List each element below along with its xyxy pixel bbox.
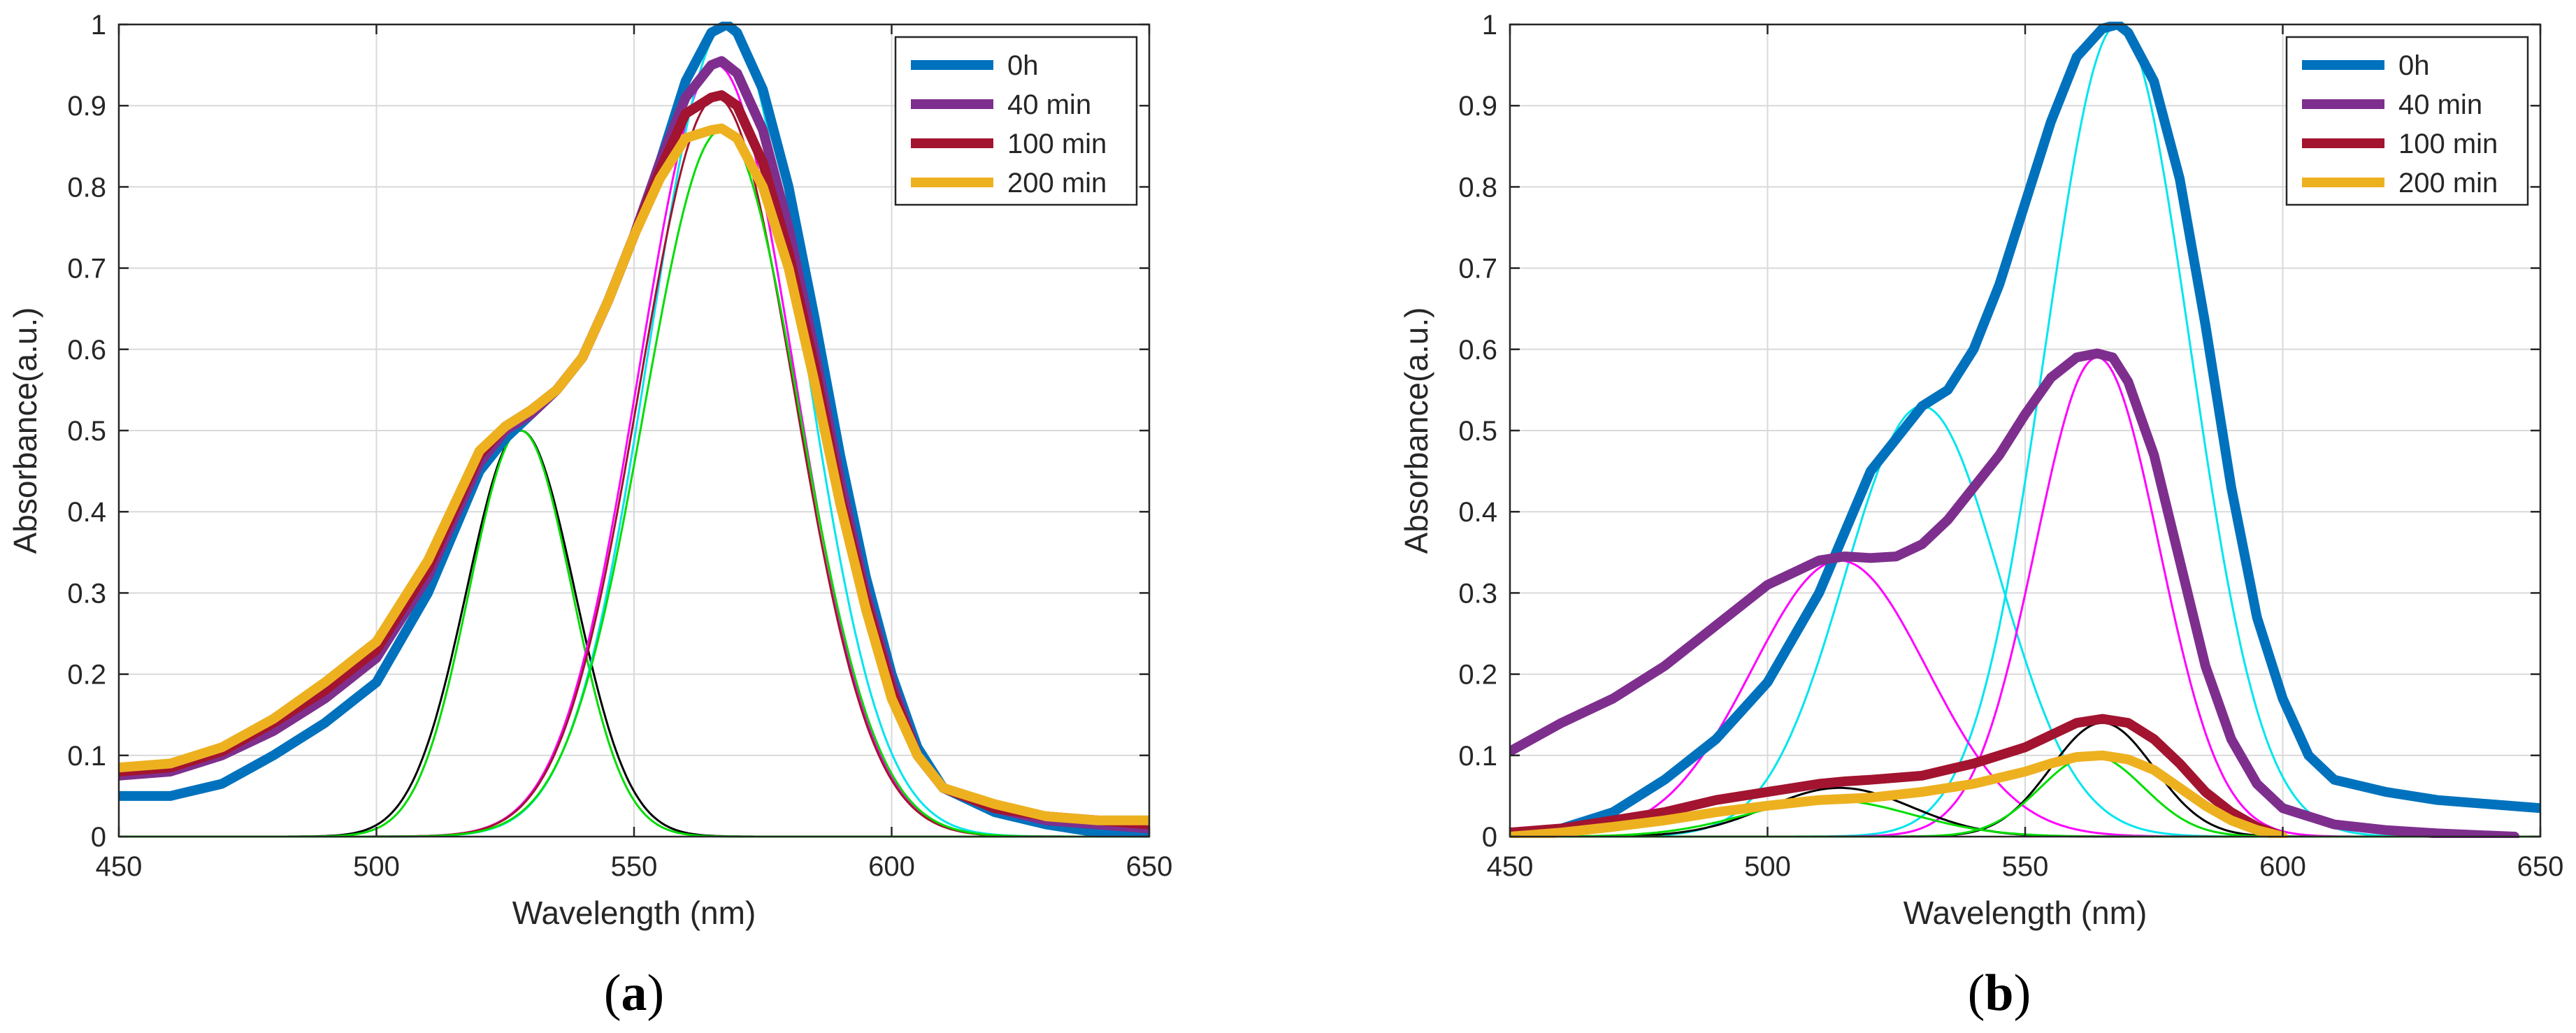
series-line-40-min: [1510, 348, 2520, 838]
y-tick-label: 0.9: [1458, 91, 1497, 122]
y-tick-label: 0.2: [67, 660, 106, 691]
legend-label: 40 min: [2398, 89, 2482, 120]
series-line-100-min: [1510, 714, 2288, 838]
x-tick-label: 600: [868, 851, 915, 882]
y-tick-label: 0.1: [1458, 741, 1497, 772]
legend-box: [2285, 36, 2529, 206]
x-tick-label: 450: [96, 851, 143, 882]
y-axis-label: Absorbance(a.u.): [7, 308, 43, 554]
panel-caption: (b): [1968, 965, 2031, 1022]
y-axis-label: Absorbance(a.u.): [1398, 308, 1434, 554]
x-tick-label: 550: [2002, 851, 2049, 882]
y-tick-label: 0.6: [1458, 335, 1497, 366]
x-tick-label: 500: [1744, 851, 1791, 882]
legend: 0h 40 min 100 min 200 min: [2285, 36, 2529, 206]
y-tick-label: 0.3: [67, 578, 106, 609]
y-tick-label: 0.3: [1458, 578, 1497, 609]
x-tick-label: 600: [2259, 851, 2306, 882]
series-line-200-min: [1510, 750, 2288, 838]
y-tick-label: 0.6: [67, 335, 106, 366]
x-tick-label: 500: [353, 851, 400, 882]
x-axis-label: Wavelength (nm): [512, 895, 756, 931]
legend-label: 100 min: [1007, 129, 1107, 159]
legend: 0h 40 min 100 min 200 min: [894, 36, 1138, 206]
legend-label: 0h: [2398, 50, 2430, 81]
x-tick-label: 450: [1487, 851, 1534, 882]
chart-panel-b: 450 500 550 600 650 0 0.1 0.2 0.3 0.4 0.5 0.6 0.7 0.8…: [1398, 10, 2563, 1022]
series-line-0h: [1510, 22, 2540, 838]
legend-label: 200 min: [1007, 168, 1107, 198]
curves-layer: [119, 22, 1149, 838]
legend-label: 0h: [1007, 50, 1039, 81]
y-tick-label: 0: [1482, 822, 1497, 853]
x-axis-label: Wavelength (nm): [1904, 895, 2147, 931]
legend-label: 40 min: [1007, 89, 1091, 120]
chart-panel-a: 450 500 550 600 650 0 0.1 0.2 0.3 0.4 0.5 0.6 0.7 0.8…: [7, 10, 1172, 1022]
y-tick-label: 1: [91, 10, 106, 41]
y-tick-label: 0.4: [1458, 497, 1497, 528]
legend-label: 200 min: [2398, 168, 2498, 198]
legend-label: 100 min: [2398, 129, 2498, 159]
y-tick-label: 0.7: [67, 254, 106, 284]
panel-caption: (a): [604, 965, 664, 1022]
x-tick-label: 550: [611, 851, 658, 882]
y-tick-label: 0.7: [1458, 254, 1497, 284]
y-tick-label: 0.9: [67, 91, 106, 122]
y-tick-label: 0.5: [1458, 416, 1497, 447]
y-tick-label: 0.8: [1458, 172, 1497, 203]
x-tick-label: 650: [2517, 851, 2564, 882]
y-tick-label: 0.2: [1458, 660, 1497, 691]
x-tick-label: 650: [1126, 851, 1173, 882]
series-line-200-min: [119, 123, 1149, 825]
y-tick-label: 1: [1482, 10, 1497, 41]
y-tick-label: 0.1: [67, 741, 106, 772]
y-tick-label: 0.4: [67, 497, 106, 528]
y-tick-label: 0.8: [67, 172, 106, 203]
y-tick-label: 0.5: [67, 416, 106, 447]
y-tick-label: 0: [91, 822, 106, 853]
